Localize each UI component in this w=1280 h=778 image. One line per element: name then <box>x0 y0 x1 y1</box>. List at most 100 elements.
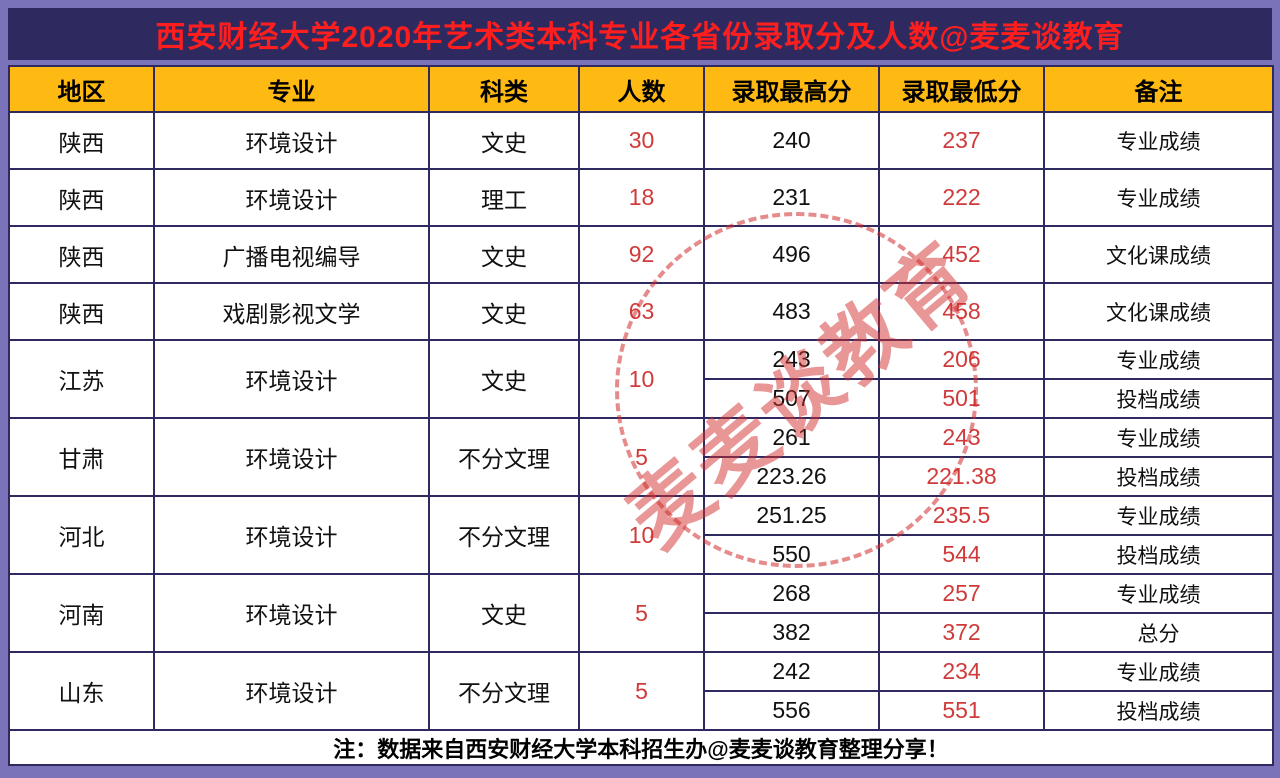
region-cell: 河南 <box>8 573 155 653</box>
admission-score-table: 地区 专业 科类 人数 录取最高分 录取最低分 备注 陕西 环境设计 文史 30 240… <box>8 65 1274 766</box>
col-header-major: 专业 <box>153 65 430 113</box>
count-cell: 5 <box>578 573 705 653</box>
note-cell: 投档成绩 <box>1043 690 1274 731</box>
min-score-cell: 452 <box>878 225 1045 284</box>
min-score-cell: 501 <box>878 378 1045 419</box>
major-cell: 环境设计 <box>153 651 430 731</box>
min-score-cell: 372 <box>878 612 1045 653</box>
category-cell: 不分文理 <box>428 495 580 575</box>
col-header-min-score: 录取最低分 <box>878 65 1045 113</box>
count-cell: 92 <box>578 225 705 284</box>
table-row: 223.26 221.38 投档成绩 <box>9 456 1274 497</box>
max-score-cell: 251.25 <box>703 495 880 536</box>
table-row: 山东 环境设计 不分文理 5 242 234 专业成绩 <box>8 651 1274 731</box>
col-header-max-score: 录取最高分 <box>703 65 880 113</box>
category-cell: 文史 <box>428 573 580 653</box>
col-header-count: 人数 <box>578 65 705 113</box>
major-cell: 环境设计 <box>153 168 430 227</box>
min-score-cell: 257 <box>878 573 1045 614</box>
note-cell: 专业成绩 <box>1043 417 1274 458</box>
category-cell: 不分文理 <box>428 417 580 497</box>
table-row: 河南 环境设计 文史 5 268 257 专业成绩 <box>8 573 1274 653</box>
table-row: 陕西 环境设计 文史 30 240 237 专业成绩 <box>8 111 1274 170</box>
note-cell: 专业成绩 <box>1043 573 1274 614</box>
max-score-cell: 231 <box>703 168 880 227</box>
table-row: 550 544 投档成绩 <box>9 534 1274 575</box>
max-score-cell: 242 <box>703 651 880 692</box>
count-cell: 5 <box>578 417 705 497</box>
major-cell: 环境设计 <box>153 417 430 497</box>
count-cell: 10 <box>578 339 705 419</box>
major-cell: 环境设计 <box>153 495 430 575</box>
major-cell: 环境设计 <box>153 573 430 653</box>
count-cell: 18 <box>578 168 705 227</box>
major-cell: 广播电视编导 <box>153 225 430 284</box>
region-cell: 陕西 <box>8 225 155 284</box>
max-score-cell: 240 <box>703 111 880 170</box>
table-row: 陕西 戏剧影视文学 文史 63 483 458 文化课成绩 <box>8 282 1274 341</box>
col-header-note: 备注 <box>1043 65 1274 113</box>
category-cell: 理工 <box>428 168 580 227</box>
count-cell: 5 <box>578 651 705 731</box>
note-cell: 投档成绩 <box>1043 378 1274 419</box>
region-cell: 甘肃 <box>8 417 155 497</box>
major-cell: 环境设计 <box>153 111 430 170</box>
region-cell: 陕西 <box>8 168 155 227</box>
table-row: 河北 环境设计 不分文理 10 251.25 235.5 专业成绩 <box>8 495 1274 575</box>
region-cell: 陕西 <box>8 282 155 341</box>
note-cell: 总分 <box>1043 612 1274 653</box>
header-row: 地区 专业 科类 人数 录取最高分 录取最低分 备注 <box>8 65 1274 113</box>
count-cell: 30 <box>578 111 705 170</box>
min-score-cell: 221.38 <box>878 456 1045 497</box>
note-cell: 专业成绩 <box>1043 111 1274 170</box>
max-score-cell: 550 <box>703 534 880 575</box>
major-cell: 戏剧影视文学 <box>153 282 430 341</box>
table-row: 江苏 环境设计 文史 10 243 206 专业成绩 <box>8 339 1274 419</box>
min-score-cell: 237 <box>878 111 1045 170</box>
col-header-category: 科类 <box>428 65 580 113</box>
min-score-cell: 234 <box>878 651 1045 692</box>
category-cell: 文史 <box>428 111 580 170</box>
min-score-cell: 458 <box>878 282 1045 341</box>
region-cell: 陕西 <box>8 111 155 170</box>
note-cell: 专业成绩 <box>1043 168 1274 227</box>
note-cell: 文化课成绩 <box>1043 282 1274 341</box>
max-score-cell: 556 <box>703 690 880 731</box>
note-cell: 文化课成绩 <box>1043 225 1274 284</box>
min-score-cell: 235.5 <box>878 495 1045 536</box>
table-body: 陕西 环境设计 文史 30 240 237 专业成绩 陕西 环境设计 理工 18 231 222 专业成绩… <box>8 111 1274 731</box>
table-row: 陕西 广播电视编导 文史 92 496 452 文化课成绩 <box>8 225 1274 284</box>
count-cell: 63 <box>578 282 705 341</box>
min-score-cell: 544 <box>878 534 1045 575</box>
max-score-cell: 243 <box>703 339 880 380</box>
region-cell: 河北 <box>8 495 155 575</box>
category-cell: 文史 <box>428 282 580 341</box>
note-cell: 专业成绩 <box>1043 339 1274 380</box>
table-row: 陕西 环境设计 理工 18 231 222 专业成绩 <box>8 168 1274 227</box>
category-cell: 文史 <box>428 225 580 284</box>
note-cell: 专业成绩 <box>1043 651 1274 692</box>
min-score-cell: 243 <box>878 417 1045 458</box>
footer-note: 注：数据来自西安财经大学本科招生办@麦麦谈教育整理分享！ <box>8 729 1274 766</box>
max-score-cell: 268 <box>703 573 880 614</box>
col-header-region: 地区 <box>8 65 155 113</box>
major-cell: 环境设计 <box>153 339 430 419</box>
min-score-cell: 206 <box>878 339 1045 380</box>
table-row: 556 551 投档成绩 <box>9 690 1274 731</box>
max-score-cell: 382 <box>703 612 880 653</box>
count-cell: 10 <box>578 495 705 575</box>
min-score-cell: 551 <box>878 690 1045 731</box>
note-cell: 专业成绩 <box>1043 495 1274 536</box>
note-cell: 投档成绩 <box>1043 534 1274 575</box>
category-cell: 文史 <box>428 339 580 419</box>
page-title: 西安财经大学2020年艺术类本科专业各省份录取分及人数@麦麦谈教育 <box>8 8 1272 60</box>
max-score-cell: 507 <box>703 378 880 419</box>
region-cell: 江苏 <box>8 339 155 419</box>
table-row: 382 372 总分 <box>9 612 1274 653</box>
max-score-cell: 483 <box>703 282 880 341</box>
max-score-cell: 223.26 <box>703 456 880 497</box>
max-score-cell: 261 <box>703 417 880 458</box>
footer-row: 注：数据来自西安财经大学本科招生办@麦麦谈教育整理分享！ <box>8 729 1274 766</box>
category-cell: 不分文理 <box>428 651 580 731</box>
region-cell: 山东 <box>8 651 155 731</box>
